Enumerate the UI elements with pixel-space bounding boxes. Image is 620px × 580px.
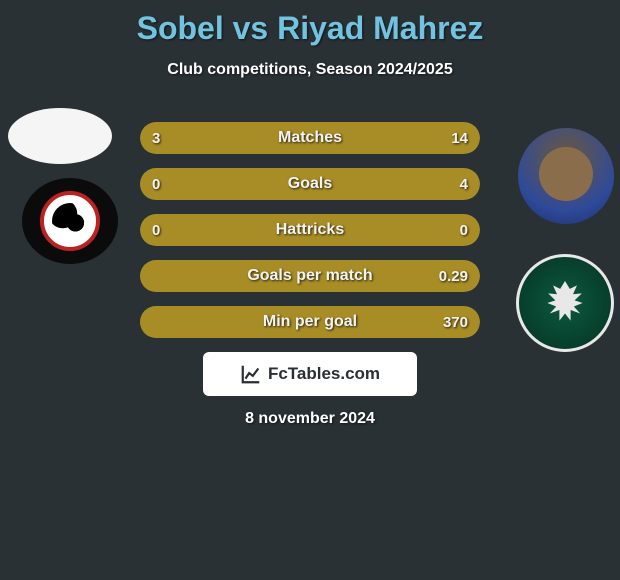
chart-icon <box>240 363 262 385</box>
stat-label: Goals <box>140 168 480 200</box>
stat-label: Min per goal <box>140 306 480 338</box>
stat-label: Goals per match <box>140 260 480 292</box>
player2-face-icon <box>539 147 593 201</box>
stat-value-left: 3 <box>152 122 160 154</box>
stat-value-right: 0.29 <box>439 260 468 292</box>
stat-bar-row: Goals per match0.29 <box>140 260 480 292</box>
player1-club-badge <box>22 178 118 264</box>
player2-name: Riyad Mahrez <box>277 10 483 46</box>
stat-bar-row: Hattricks0 0 <box>140 214 480 246</box>
stat-value-left: 0 <box>152 214 160 246</box>
watermark-text: FcTables.com <box>268 364 380 384</box>
stat-bar-row: Min per goal370 <box>140 306 480 338</box>
club-badge-icon <box>40 191 100 251</box>
footer-date: 8 november 2024 <box>0 410 620 428</box>
stat-value-right: 14 <box>451 122 468 154</box>
stat-value-right: 0 <box>460 214 468 246</box>
stat-value-right: 4 <box>460 168 468 200</box>
title-vs: vs <box>233 10 269 46</box>
stat-label: Matches <box>140 122 480 154</box>
stat-bar-row: Goals0 4 <box>140 168 480 200</box>
stat-label: Hattricks <box>140 214 480 246</box>
stat-value-left: 0 <box>152 168 160 200</box>
player2-club-badge <box>516 254 614 352</box>
subtitle: Club competitions, Season 2024/2025 <box>0 61 620 79</box>
stat-bars-container: Matches314Goals04Hattricks00Goals per ma… <box>140 122 480 352</box>
player1-name: Sobel <box>137 10 224 46</box>
watermark: FcTables.com <box>203 352 417 396</box>
player2-portrait <box>518 128 614 224</box>
comparison-title: Sobel vs Riyad Mahrez <box>0 0 620 47</box>
palm-icon <box>545 281 585 325</box>
stat-value-right: 370 <box>443 306 468 338</box>
stat-bar-row: Matches3 14 <box>140 122 480 154</box>
player1-portrait <box>8 108 112 164</box>
